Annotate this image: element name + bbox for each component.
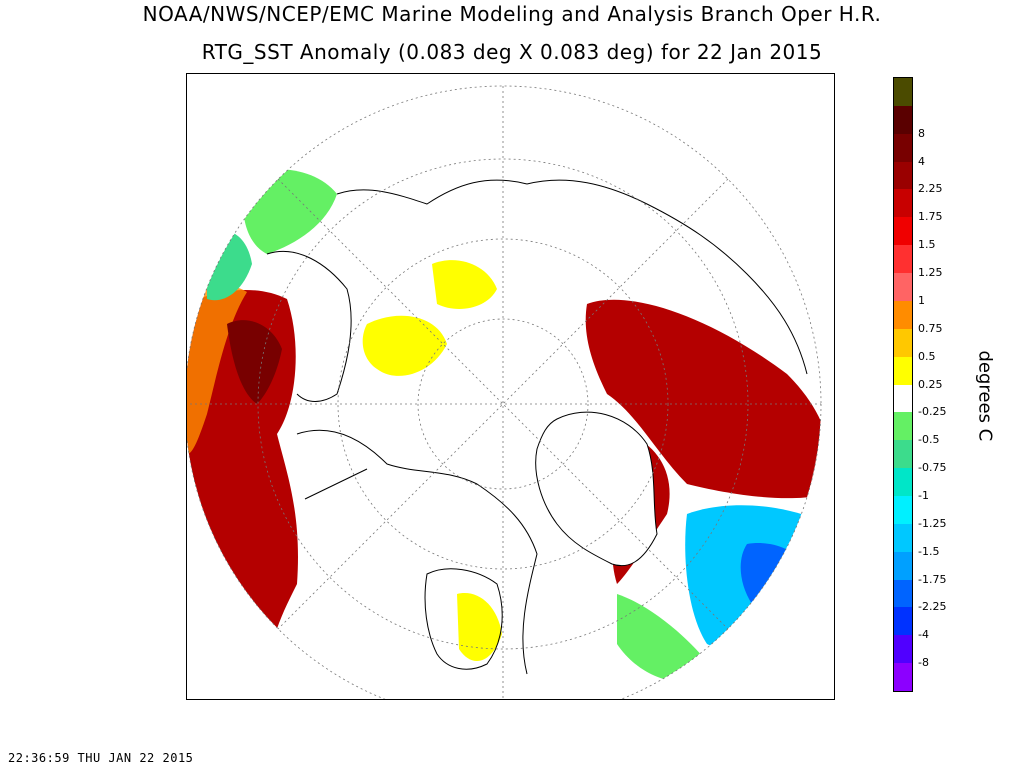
colorbar-tick-label: 0.75: [918, 321, 943, 335]
colorbar-bin: [894, 495, 912, 525]
colorbar-bin: [894, 440, 912, 469]
colorbar-tick-label: -2.25: [918, 600, 947, 614]
colorbar-tick-label: -0.75: [918, 461, 947, 475]
colorbar-bin: [894, 300, 912, 330]
colorbar-tick-label: 4: [918, 154, 925, 168]
colorbar-tick-label: -1.5: [918, 544, 940, 558]
arctic-warm-patch-2: [432, 260, 497, 309]
colorbar-tick-label: -1.75: [918, 572, 947, 586]
north-pacific-orange-edge: [187, 284, 247, 454]
colorbar-tick-label: 2.25: [918, 182, 943, 196]
antimeridian-line: [304, 468, 368, 500]
graticule-circle-80n: [417, 318, 589, 490]
greenland-landmass: [535, 411, 658, 567]
colorbar-bin: [894, 356, 912, 385]
colorbar-bin: [894, 523, 912, 553]
colorbar-tick-label: -0.5: [918, 433, 940, 447]
colorbar-tick-label: -0.25: [918, 405, 947, 419]
map-disc: [187, 86, 821, 699]
hudson-bay-coastline: [424, 568, 503, 670]
colorbar-bin: [894, 161, 912, 190]
title-line-1: NOAA/NWS/NCEP/EMC Marine Modeling and An…: [142, 2, 882, 26]
colorbar-tick-label: -4: [918, 628, 929, 642]
map-frame: [186, 73, 835, 700]
colorbar-tick-label: 8: [918, 126, 925, 140]
colorbar-bin: [894, 245, 912, 274]
colorbar-bin: [894, 133, 912, 163]
colorbar-bin: [894, 384, 912, 413]
colorbar-bin: [894, 468, 912, 497]
timestamp: 22:36:59 THU JAN 22 2015: [8, 751, 194, 765]
canada-coastline: [296, 429, 538, 675]
colorbar-bin: [894, 328, 912, 358]
colorbar-tick-label: -1.25: [918, 516, 947, 530]
colorbar-tick-label: -1: [918, 488, 929, 502]
title-line-2: RTG_SST Anomaly (0.083 deg X 0.083 deg) …: [201, 40, 823, 64]
colorbar-bin: [894, 551, 912, 581]
polar-sst-anomaly-map: [187, 85, 822, 699]
colorbar-tick-label: 0.5: [918, 349, 936, 363]
colorbar-bin: [894, 579, 912, 608]
colorbar-tick-label: -8: [918, 656, 929, 670]
colorbar-tick-label: 1.75: [918, 210, 943, 224]
colorbar-bin: [894, 273, 912, 302]
colorbar-tick-label: 1.5: [918, 238, 936, 252]
graticule-circle-60n: [257, 158, 749, 650]
colorbar-bin: [894, 663, 912, 692]
baffin-warm-patch: [457, 593, 502, 661]
graticule-outer-circle: [187, 85, 822, 699]
colorbar-bin: [894, 607, 912, 636]
colorbar-bin: [894, 217, 912, 246]
colorbar-bin: [894, 635, 912, 664]
arctic-warm-patch-1: [362, 315, 447, 376]
eurasia-coastline: [526, 179, 808, 375]
colorbar-tick-label: 0.25: [918, 377, 943, 391]
graticule-meridian-4: [277, 178, 729, 630]
colorbar-tick-label: 1: [918, 293, 925, 307]
gulf-alaska-red-core: [227, 320, 282, 404]
colorbar-tick-label: 1.25: [918, 266, 943, 280]
graticule-circle-70n: [337, 238, 669, 570]
graticule-meridian-3: [277, 178, 729, 630]
graticule: [187, 85, 822, 699]
alaska-siberia-coastline: [266, 179, 528, 402]
ocean-disc-background: [187, 86, 821, 699]
colorbar: [893, 77, 913, 692]
subpolar-deep-cool-core: [740, 543, 817, 613]
colorbar-bin: [894, 78, 912, 107]
north-atlantic-warm-anomaly: [585, 299, 821, 499]
colorbar-bin: [894, 189, 912, 218]
colorbar-units-label: degrees C: [974, 350, 996, 442]
colorbar-bin: [894, 412, 912, 441]
colorbar-bin: [894, 105, 912, 135]
